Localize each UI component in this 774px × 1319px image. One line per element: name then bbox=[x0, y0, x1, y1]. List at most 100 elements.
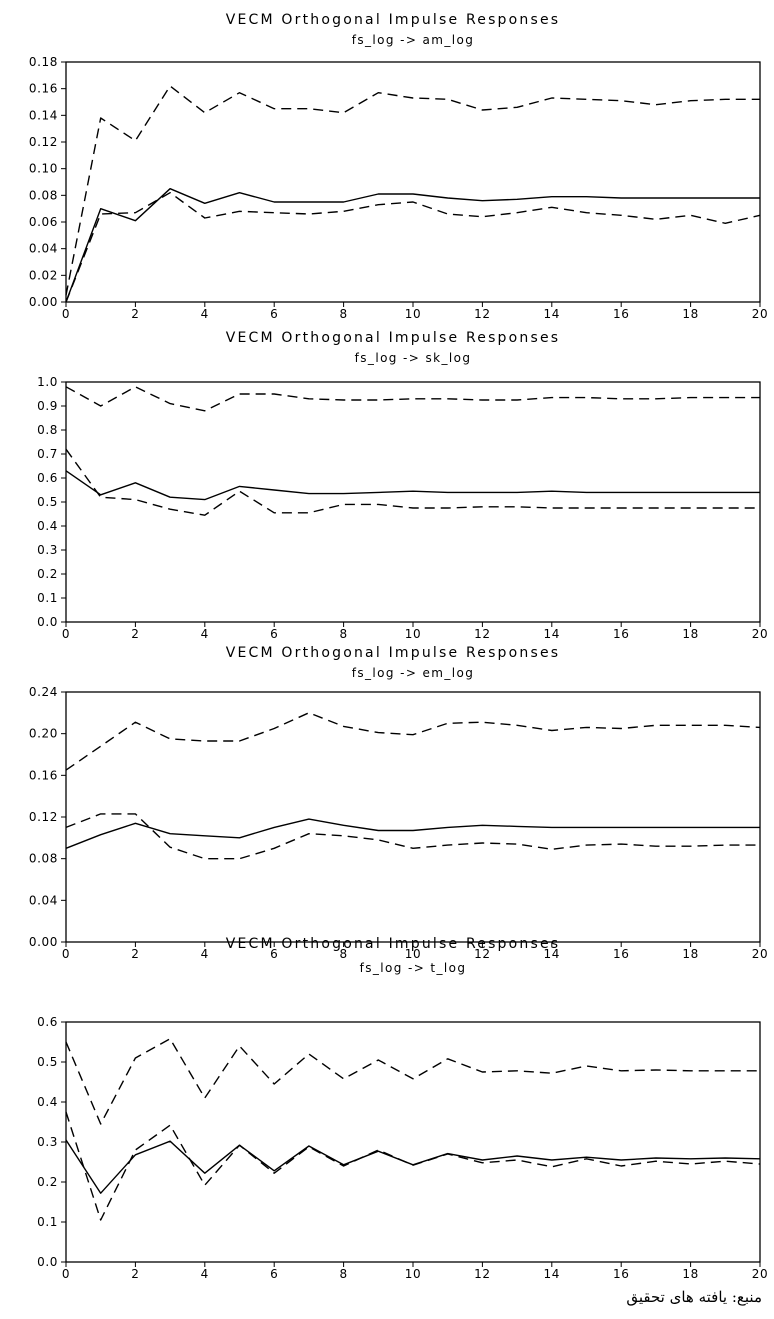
y-tick-label: 0.12 bbox=[29, 135, 58, 149]
series-line-dashed-2 bbox=[65, 191, 761, 303]
y-tick-label: 0.20 bbox=[29, 727, 58, 741]
x-tick-label: 10 bbox=[405, 947, 421, 961]
series-line-solid-1 bbox=[65, 1139, 761, 1194]
chart-panel-1: VECM Orthogonal Impulse Responses fs_log … bbox=[29, 12, 768, 321]
x-tick-label: 4 bbox=[201, 1267, 209, 1281]
y-tick-label: 0.16 bbox=[29, 82, 58, 96]
y-tick-label: 0.9 bbox=[37, 399, 58, 413]
x-tick-label: 8 bbox=[339, 307, 347, 321]
y-tick-label: 0.4 bbox=[37, 1095, 58, 1109]
series-line-dashed-3 bbox=[65, 85, 760, 296]
x-tick-label: 18 bbox=[682, 627, 698, 641]
x-tick-label: 20 bbox=[752, 307, 768, 321]
chart-panel-2: VECM Orthogonal Impulse Responses fs_log … bbox=[37, 330, 768, 641]
y-tick-label: 0.6 bbox=[37, 1015, 58, 1029]
x-tick-label: 10 bbox=[405, 1267, 421, 1281]
y-tick-label: 0.06 bbox=[29, 215, 58, 229]
series-line-dashed-2 bbox=[65, 448, 760, 516]
x-tick-label: 16 bbox=[613, 627, 629, 641]
y-tick-label: 0.04 bbox=[29, 893, 58, 907]
x-tick-label: 10 bbox=[405, 307, 421, 321]
x-tick-label: 4 bbox=[201, 947, 209, 961]
y-tick-label: 1.0 bbox=[37, 375, 58, 389]
chart-subtitle: fs_log -> sk_log bbox=[355, 351, 472, 365]
chart-subtitle: fs_log -> em_log bbox=[352, 666, 475, 680]
y-tick-label: 0.00 bbox=[29, 935, 58, 949]
x-tick-label: 6 bbox=[270, 627, 278, 641]
x-tick-label: 0 bbox=[62, 1267, 70, 1281]
plot-frame bbox=[65, 691, 761, 943]
series-line-solid-1 bbox=[65, 187, 760, 303]
x-tick-label: 14 bbox=[544, 1267, 560, 1281]
y-tick-label: 0.16 bbox=[29, 768, 58, 782]
x-tick-label: 10 bbox=[405, 627, 421, 641]
x-tick-label: 2 bbox=[131, 307, 139, 321]
x-tick-label: 0 bbox=[62, 307, 70, 321]
y-tick-label: 0.12 bbox=[29, 810, 58, 824]
x-tick-label: 12 bbox=[474, 627, 490, 641]
y-tick-label: 0.2 bbox=[37, 1175, 58, 1189]
x-tick-label: 14 bbox=[544, 627, 560, 641]
y-tick-label: 0.04 bbox=[29, 242, 58, 256]
x-tick-label: 12 bbox=[474, 1267, 490, 1281]
chart-title: VECM Orthogonal Impulse Responses bbox=[226, 936, 561, 952]
y-tick-label: 0.3 bbox=[37, 1135, 58, 1149]
x-tick-label: 8 bbox=[339, 1267, 347, 1281]
x-tick-label: 2 bbox=[131, 947, 139, 961]
y-tick-label: 0.6 bbox=[37, 471, 58, 485]
x-tick-label: 14 bbox=[544, 947, 560, 961]
y-tick-label: 0.3 bbox=[37, 543, 58, 557]
chart-title: VECM Orthogonal Impulse Responses bbox=[226, 330, 561, 346]
x-tick-label: 12 bbox=[474, 307, 490, 321]
y-tick-label: 0.4 bbox=[37, 519, 58, 533]
x-tick-label: 6 bbox=[270, 1267, 278, 1281]
y-tick-label: 0.5 bbox=[37, 1055, 58, 1069]
x-tick-label: 6 bbox=[270, 307, 278, 321]
y-tick-label: 0.10 bbox=[29, 162, 58, 176]
x-tick-label: 20 bbox=[752, 627, 768, 641]
x-tick-label: 2 bbox=[131, 1267, 139, 1281]
series-line-dashed-2 bbox=[65, 813, 760, 860]
y-tick-label: 0.24 bbox=[29, 685, 58, 699]
x-tick-label: 4 bbox=[201, 627, 209, 641]
y-tick-label: 0.1 bbox=[37, 1215, 58, 1229]
y-tick-label: 0.2 bbox=[37, 567, 58, 581]
x-tick-label: 16 bbox=[613, 947, 629, 961]
chart-title: VECM Orthogonal Impulse Responses bbox=[226, 645, 561, 661]
x-tick-label: 16 bbox=[613, 1267, 629, 1281]
y-tick-label: 0.0 bbox=[37, 1255, 58, 1269]
x-tick-label: 12 bbox=[474, 947, 490, 961]
y-tick-label: 0.5 bbox=[37, 495, 58, 509]
chart-title: VECM Orthogonal Impulse Responses bbox=[226, 12, 561, 28]
x-tick-label: 8 bbox=[339, 947, 347, 961]
x-tick-label: 0 bbox=[62, 947, 70, 961]
x-tick-label: 6 bbox=[270, 947, 278, 961]
x-tick-label: 14 bbox=[544, 307, 560, 321]
plot-frame bbox=[65, 381, 761, 623]
y-tick-label: 0.00 bbox=[29, 295, 58, 309]
source-note: منبع: یافته های تحقیق bbox=[626, 1288, 762, 1306]
series-line-dashed-3 bbox=[65, 712, 761, 771]
series-line-dashed-2 bbox=[65, 1111, 761, 1221]
series-line-solid-1 bbox=[65, 818, 760, 849]
y-tick-label: 0.08 bbox=[29, 852, 58, 866]
chart-subtitle: fs_log -> am_log bbox=[352, 33, 475, 47]
chart-panel-4: VECM Orthogonal Impulse Responses fs_log … bbox=[37, 936, 768, 1281]
y-tick-label: 0.18 bbox=[29, 55, 58, 69]
x-tick-label: 18 bbox=[682, 307, 698, 321]
series-line-dashed-3 bbox=[65, 1038, 760, 1125]
chart-panel-3: VECM Orthogonal Impulse Responses fs_log … bbox=[29, 645, 768, 961]
series-line-solid-1 bbox=[65, 470, 760, 501]
y-tick-label: 0.1 bbox=[37, 591, 58, 605]
y-tick-label: 0.14 bbox=[29, 108, 58, 122]
y-tick-label: 0.08 bbox=[29, 188, 58, 202]
chart-subtitle: fs_log -> t_log bbox=[360, 961, 467, 975]
x-tick-label: 20 bbox=[752, 1267, 768, 1281]
series-line-dashed-3 bbox=[65, 386, 760, 412]
x-tick-label: 2 bbox=[131, 627, 139, 641]
x-tick-label: 18 bbox=[682, 1267, 698, 1281]
x-tick-label: 18 bbox=[682, 947, 698, 961]
y-tick-label: 0.8 bbox=[37, 423, 58, 437]
x-tick-label: 0 bbox=[62, 627, 70, 641]
